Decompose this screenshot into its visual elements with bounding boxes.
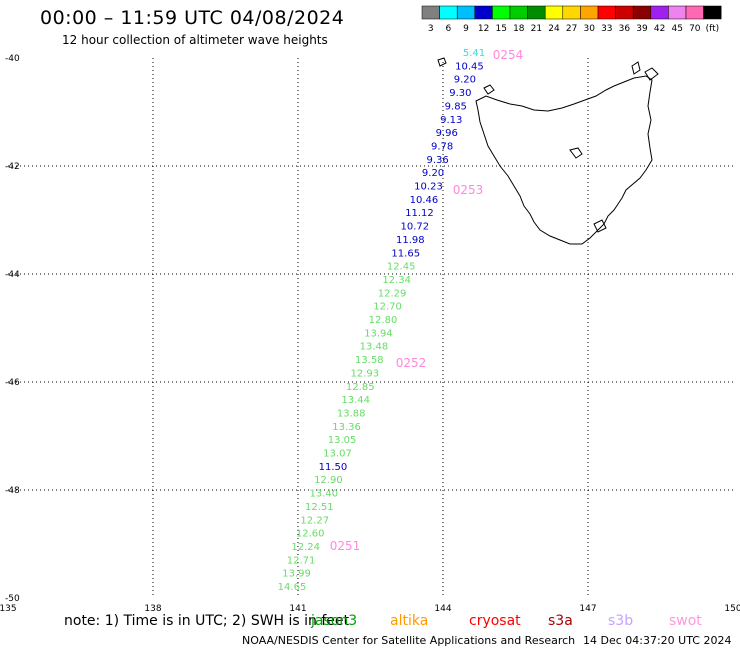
lon-tick-label: 141 xyxy=(289,604,306,614)
wave-height-label: 12.27 xyxy=(300,515,329,526)
footer-note: note: 1) Time is in UTC; 2) SWH is in fe… xyxy=(64,613,350,629)
wave-height-label: 11.12 xyxy=(405,208,434,219)
wave-height-label: 9.85 xyxy=(445,101,467,112)
pass-time-label: 0253 xyxy=(453,183,484,197)
wave-height-label: 10.45 xyxy=(455,61,484,72)
lon-tick-label: 150 xyxy=(724,604,740,614)
wave-height-label: 13.48 xyxy=(360,342,389,353)
map-title: 00:00 – 11:59 UTC 04/08/2024 xyxy=(40,7,345,29)
tasmania-coastline xyxy=(437,57,659,245)
wave-height-label: 5.41 xyxy=(463,48,485,59)
wave-height-label: 12.60 xyxy=(296,529,325,540)
wave-height-label: 9.13 xyxy=(440,115,462,126)
lon-tick-label: 138 xyxy=(144,604,161,614)
wave-height-label: 12.29 xyxy=(378,288,407,299)
lon-tick-label: 144 xyxy=(434,604,451,614)
wave-height-label: 13.58 xyxy=(355,355,384,366)
wave-height-label: 12.71 xyxy=(287,555,316,566)
wave-height-label: 12.45 xyxy=(387,262,416,273)
legend-label: 45 xyxy=(671,24,682,34)
wave-height-label: 12.85 xyxy=(346,382,375,393)
wave-height-label: 11.50 xyxy=(319,462,348,473)
wave-height-label: 13.07 xyxy=(323,449,352,460)
wave-height-label: 12.34 xyxy=(382,275,411,286)
wave-height-label: 12.51 xyxy=(305,502,334,513)
wave-height-label: 9.36 xyxy=(426,155,448,166)
legend-label: 70 xyxy=(689,24,701,34)
wave-height-label: 14.65 xyxy=(278,582,307,593)
wave-height-label: 9.96 xyxy=(436,128,458,139)
wave-height-label: 12.24 xyxy=(291,542,320,553)
pass-time-label: 0252 xyxy=(396,356,427,370)
legend-label: 12 xyxy=(478,24,489,34)
wave-height-label: 13.44 xyxy=(341,395,370,406)
legend-swatch xyxy=(703,5,722,20)
wave-height-label: 11.98 xyxy=(396,235,425,246)
legend-label: 15 xyxy=(495,24,506,34)
legend-label: 3 xyxy=(428,24,434,34)
color-legend: 3 6 9 12 15 18 21 24 27 30 33 36 39 42 45 70 (ft) xyxy=(421,5,722,34)
wave-height-label: 10.72 xyxy=(401,222,430,233)
credit-line: NOAA/NESDIS Center for Satellite Applica… xyxy=(242,634,576,647)
lon-tick-label: 135 xyxy=(0,604,17,614)
legend-label: 6 xyxy=(446,24,452,34)
wave-height-label: 10.46 xyxy=(410,195,439,206)
legend-label: 39 xyxy=(636,24,648,34)
wave-height-label: 13.40 xyxy=(310,489,339,500)
satellite-name: cryosat xyxy=(469,613,521,629)
generated-timestamp: 14 Dec 04:37:20 UTC 2024 xyxy=(583,634,732,647)
wave-height-label: 12.93 xyxy=(350,368,379,379)
lat-tick-label: -40 xyxy=(5,54,20,64)
legend-label: 33 xyxy=(601,24,612,34)
legend-label: 36 xyxy=(619,24,631,34)
wave-height-label: 10.23 xyxy=(414,182,443,193)
lat-tick-label: -48 xyxy=(5,486,20,496)
legend-label: 27 xyxy=(566,24,577,34)
legend-label: 30 xyxy=(583,24,595,34)
wave-height-label: 13.05 xyxy=(328,435,357,446)
satellite-name: swot xyxy=(669,613,702,629)
legend-label: 42 xyxy=(654,24,665,34)
pass-time-label: 0251 xyxy=(330,539,361,553)
lat-tick-label: -50 xyxy=(5,594,20,604)
wave-height-label: 9.20 xyxy=(422,168,444,179)
satellite-name: jason3 xyxy=(311,613,358,629)
legend-label: 18 xyxy=(513,24,525,34)
wave-height-label: 12.90 xyxy=(314,475,343,486)
satellite-name: s3b xyxy=(608,613,634,629)
wave-height-label: 13.94 xyxy=(364,328,393,339)
wave-height-label: 13.99 xyxy=(282,569,311,580)
legend-label: (ft) xyxy=(706,24,720,34)
lon-tick-label: 147 xyxy=(579,604,596,614)
satellite-name: altika xyxy=(390,613,429,629)
wave-height-label: 13.36 xyxy=(332,422,361,433)
wave-height-label: 12.70 xyxy=(373,302,402,313)
satellite-name: s3a xyxy=(548,613,573,629)
wave-height-label: 11.65 xyxy=(391,248,420,259)
pass-time-label: 0254 xyxy=(493,48,524,62)
legend-label: 24 xyxy=(548,24,560,34)
legend-label: 21 xyxy=(531,24,542,34)
map-subtitle: 12 hour collection of altimeter wave hei… xyxy=(62,33,328,47)
lat-tick-label: -44 xyxy=(5,270,20,280)
lat-tick-label: -46 xyxy=(5,378,20,388)
altimeter-track: 5.41 10.45 9.20 9.30 9.85 9.13 9.96 9.78 9.36 9.2… xyxy=(278,48,524,593)
wave-height-label: 9.20 xyxy=(454,75,476,86)
wave-height-label: 13.88 xyxy=(337,408,366,419)
wave-height-label: 12.80 xyxy=(369,315,398,326)
wave-height-label: 9.30 xyxy=(449,88,471,99)
legend-label: 9 xyxy=(463,24,469,34)
lat-tick-label: -42 xyxy=(5,162,20,172)
wave-height-label: 9.78 xyxy=(431,141,453,152)
